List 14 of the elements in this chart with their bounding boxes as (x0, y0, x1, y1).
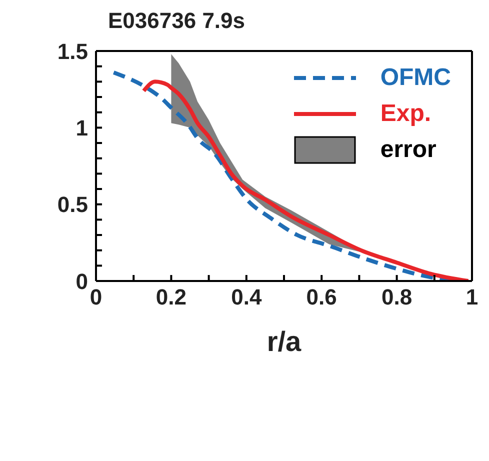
x-tick-label: 0.8 (382, 284, 412, 310)
x-axis-title: r/a (266, 326, 302, 357)
x-tick-label: 0.4 (231, 284, 262, 310)
annotation: error (380, 136, 436, 164)
x-tick-label: 0.6 (306, 284, 337, 310)
x-tick-label: 1 (466, 284, 478, 310)
x-tick-label: 0.2 (156, 284, 186, 310)
y-tick-label: 0.5 (57, 192, 88, 218)
y-tick-label: 1 (76, 115, 88, 140)
legend-label: OFMC (380, 64, 451, 92)
chart-title: E036736 7.9s (108, 8, 246, 34)
y-tick-label: 1.5 (57, 38, 88, 64)
legend-label: Exp. (380, 100, 432, 128)
y-tick-label: 0 (76, 268, 88, 294)
